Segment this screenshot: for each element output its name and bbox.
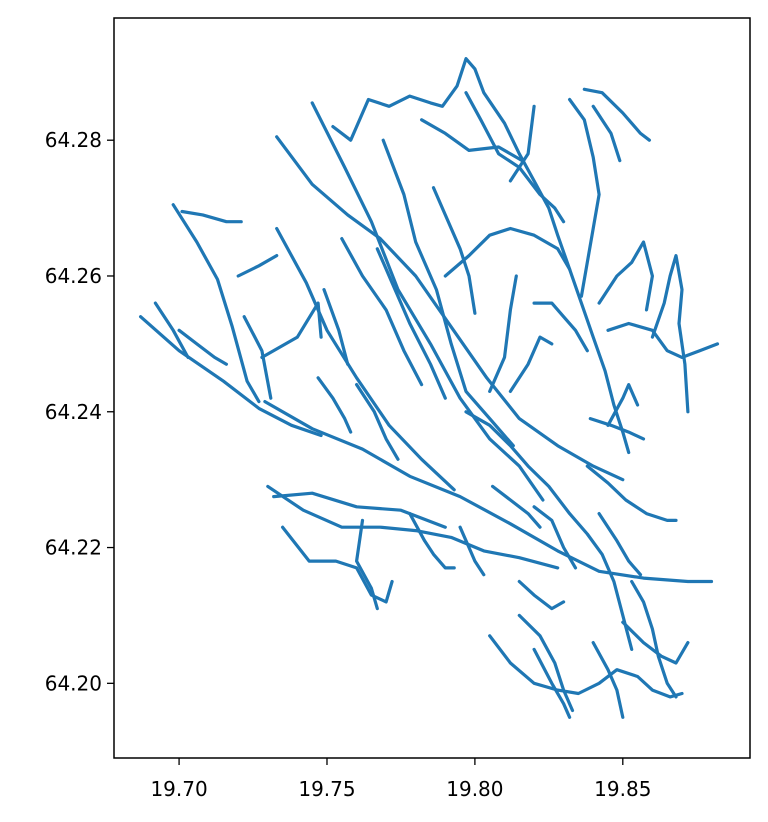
x-tick-label: 19.75 (298, 777, 355, 801)
x-axis: 19.70 19.75 19.80 19.85 (150, 758, 651, 801)
stream-segment-43 (597, 511, 643, 577)
stream-segment-31 (597, 240, 655, 312)
x-tick-label: 19.70 (150, 777, 207, 801)
y-axis: 64.20 64.22 64.24 64.26 64.28 (45, 128, 114, 695)
stream-segment-16 (331, 57, 631, 455)
stream-segment-2 (171, 203, 261, 404)
stream-segment-36 (606, 383, 640, 427)
stream-segment-19 (431, 186, 477, 315)
stream-segment-20 (443, 226, 572, 278)
stream-segment-15 (340, 237, 424, 387)
stream-segment-29 (508, 335, 554, 393)
stream-segment-27 (464, 410, 634, 652)
x-tick-label: 19.80 (446, 777, 503, 801)
stream-segment-39 (532, 647, 572, 719)
stream-segment-49 (355, 383, 400, 461)
stream-segment-4 (236, 254, 279, 278)
stream-segment-23 (508, 104, 536, 183)
y-tick-label: 64.22 (45, 536, 102, 560)
stream-segment-33 (650, 254, 690, 414)
stream-segment-52 (153, 301, 190, 359)
stream-segment-6 (272, 491, 447, 529)
stream-segment-8 (355, 518, 379, 611)
stream-segment-28 (488, 274, 518, 393)
stream-segment-26 (591, 104, 622, 163)
y-tick-label: 64.24 (45, 400, 102, 424)
axes-frame (113, 17, 751, 759)
stream-segment-22 (420, 118, 524, 163)
stream-segment-32 (606, 321, 720, 359)
stream-segment-46 (517, 579, 566, 611)
stream-segment-5 (266, 484, 560, 570)
stream-segment-3 (180, 209, 243, 224)
stream-segment-13 (260, 301, 323, 359)
stream-segment-34 (588, 417, 646, 441)
stream-segment-45 (491, 484, 542, 529)
stream-segment-51 (177, 328, 228, 366)
stream-segment-40 (591, 640, 625, 719)
stream-segment-44 (532, 505, 578, 570)
x-tick-label: 19.85 (594, 777, 651, 801)
stream-segment-35 (585, 464, 678, 523)
y-tick-label: 64.26 (45, 264, 102, 288)
stream-segment-11 (275, 226, 456, 492)
stream-segment-9 (275, 135, 625, 482)
stream-segment-18 (381, 138, 515, 448)
stream-segment-25 (582, 87, 652, 142)
y-tick-label: 64.20 (45, 671, 102, 695)
stream-segment-48 (458, 525, 486, 577)
stream-segment-42 (630, 579, 678, 699)
stream-segment-1 (139, 315, 323, 438)
stream-segment-14 (322, 288, 350, 366)
stream-segment-7 (281, 525, 394, 604)
stream-segment-37 (488, 634, 684, 699)
stream-segment-30 (532, 301, 589, 353)
stream-segment-47 (408, 511, 456, 570)
stream-segment-41 (621, 620, 690, 665)
stream-segment-12 (242, 315, 273, 400)
stream-segment-38 (517, 613, 575, 713)
stream-segment-0 (263, 400, 714, 584)
stream-segment-24 (567, 97, 601, 298)
stream-segment-17 (375, 247, 447, 400)
stream-segment-10 (310, 101, 545, 502)
stream-segment-50 (316, 376, 353, 434)
y-tick-label: 64.28 (45, 128, 102, 152)
series-layer (139, 57, 720, 719)
